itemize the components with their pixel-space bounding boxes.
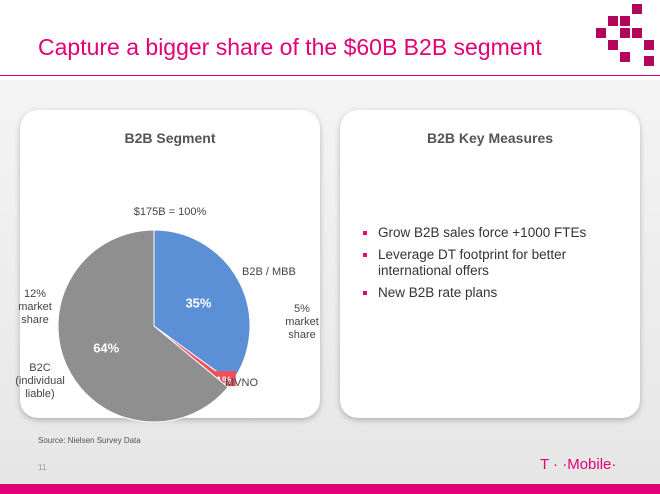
deco-square: [620, 52, 630, 62]
deco-square: [644, 56, 654, 66]
deco-square: [644, 40, 654, 50]
b2b-label: B2B / MBB: [242, 266, 296, 278]
b2c-market-share: 12% market share: [18, 288, 52, 326]
bullet-icon: [363, 291, 367, 295]
b2b-market-share: 5% market share: [285, 303, 319, 341]
measures-list: Grow B2B sales force +1000 FTEs Leverage…: [360, 225, 630, 307]
deco-square: [608, 40, 618, 50]
measures-panel-title: B2B Key Measures: [426, 130, 554, 146]
title-bar: Capture a bigger share of the $60B B2B s…: [0, 0, 660, 80]
deco-square: [632, 28, 642, 38]
bullet-icon: [363, 231, 367, 235]
source-note: Source: Nielsen Survey Data: [38, 436, 141, 445]
slide-title: Capture a bigger share of the $60B B2B s…: [38, 34, 542, 60]
measures-panel: B2B Key Measures Grow B2B sales force +1…: [340, 110, 640, 418]
t-mobile-logo: T · ·Mobile·: [540, 456, 617, 473]
segment-panel: B2B Segment $175B = 100% 35% 1% 64% B2B / …: [15, 110, 320, 423]
deco-square: [608, 16, 618, 26]
total-label: $175B = 100%: [133, 206, 207, 218]
list-item: Grow B2B sales force +1000 FTEs: [360, 225, 630, 241]
mvno-label: MVNO: [225, 377, 258, 389]
pie-slice: [153, 229, 251, 384]
page-number: 11: [38, 463, 47, 472]
list-item: Leverage DT footprint for better interna…: [360, 247, 630, 279]
segment-panel-title: B2B Segment: [124, 130, 216, 146]
list-item-text: Grow B2B sales force +1000 FTEs: [378, 225, 587, 240]
list-item-text: Leverage DT footprint for better interna…: [378, 247, 567, 278]
footer-bar: [0, 484, 660, 494]
content-area: B2B Segment $175B = 100% 35% 1% 64% B2B / …: [0, 80, 660, 484]
b2c-label: B2C (individual liable): [15, 362, 65, 400]
pie-slice: [58, 229, 229, 423]
bullet-icon: [363, 253, 367, 257]
pie-chart: 35%1%64%: [58, 229, 251, 423]
pie-data-label: 35%: [185, 295, 211, 310]
deco-square: [632, 4, 642, 14]
title-rule: [0, 75, 660, 76]
pie-data-label: 64%: [93, 340, 119, 355]
deco-square: [620, 28, 630, 38]
list-item: New B2B rate plans: [360, 285, 630, 301]
list-item-text: New B2B rate plans: [378, 285, 498, 300]
deco-square: [620, 16, 630, 26]
deco-square: [596, 28, 606, 38]
